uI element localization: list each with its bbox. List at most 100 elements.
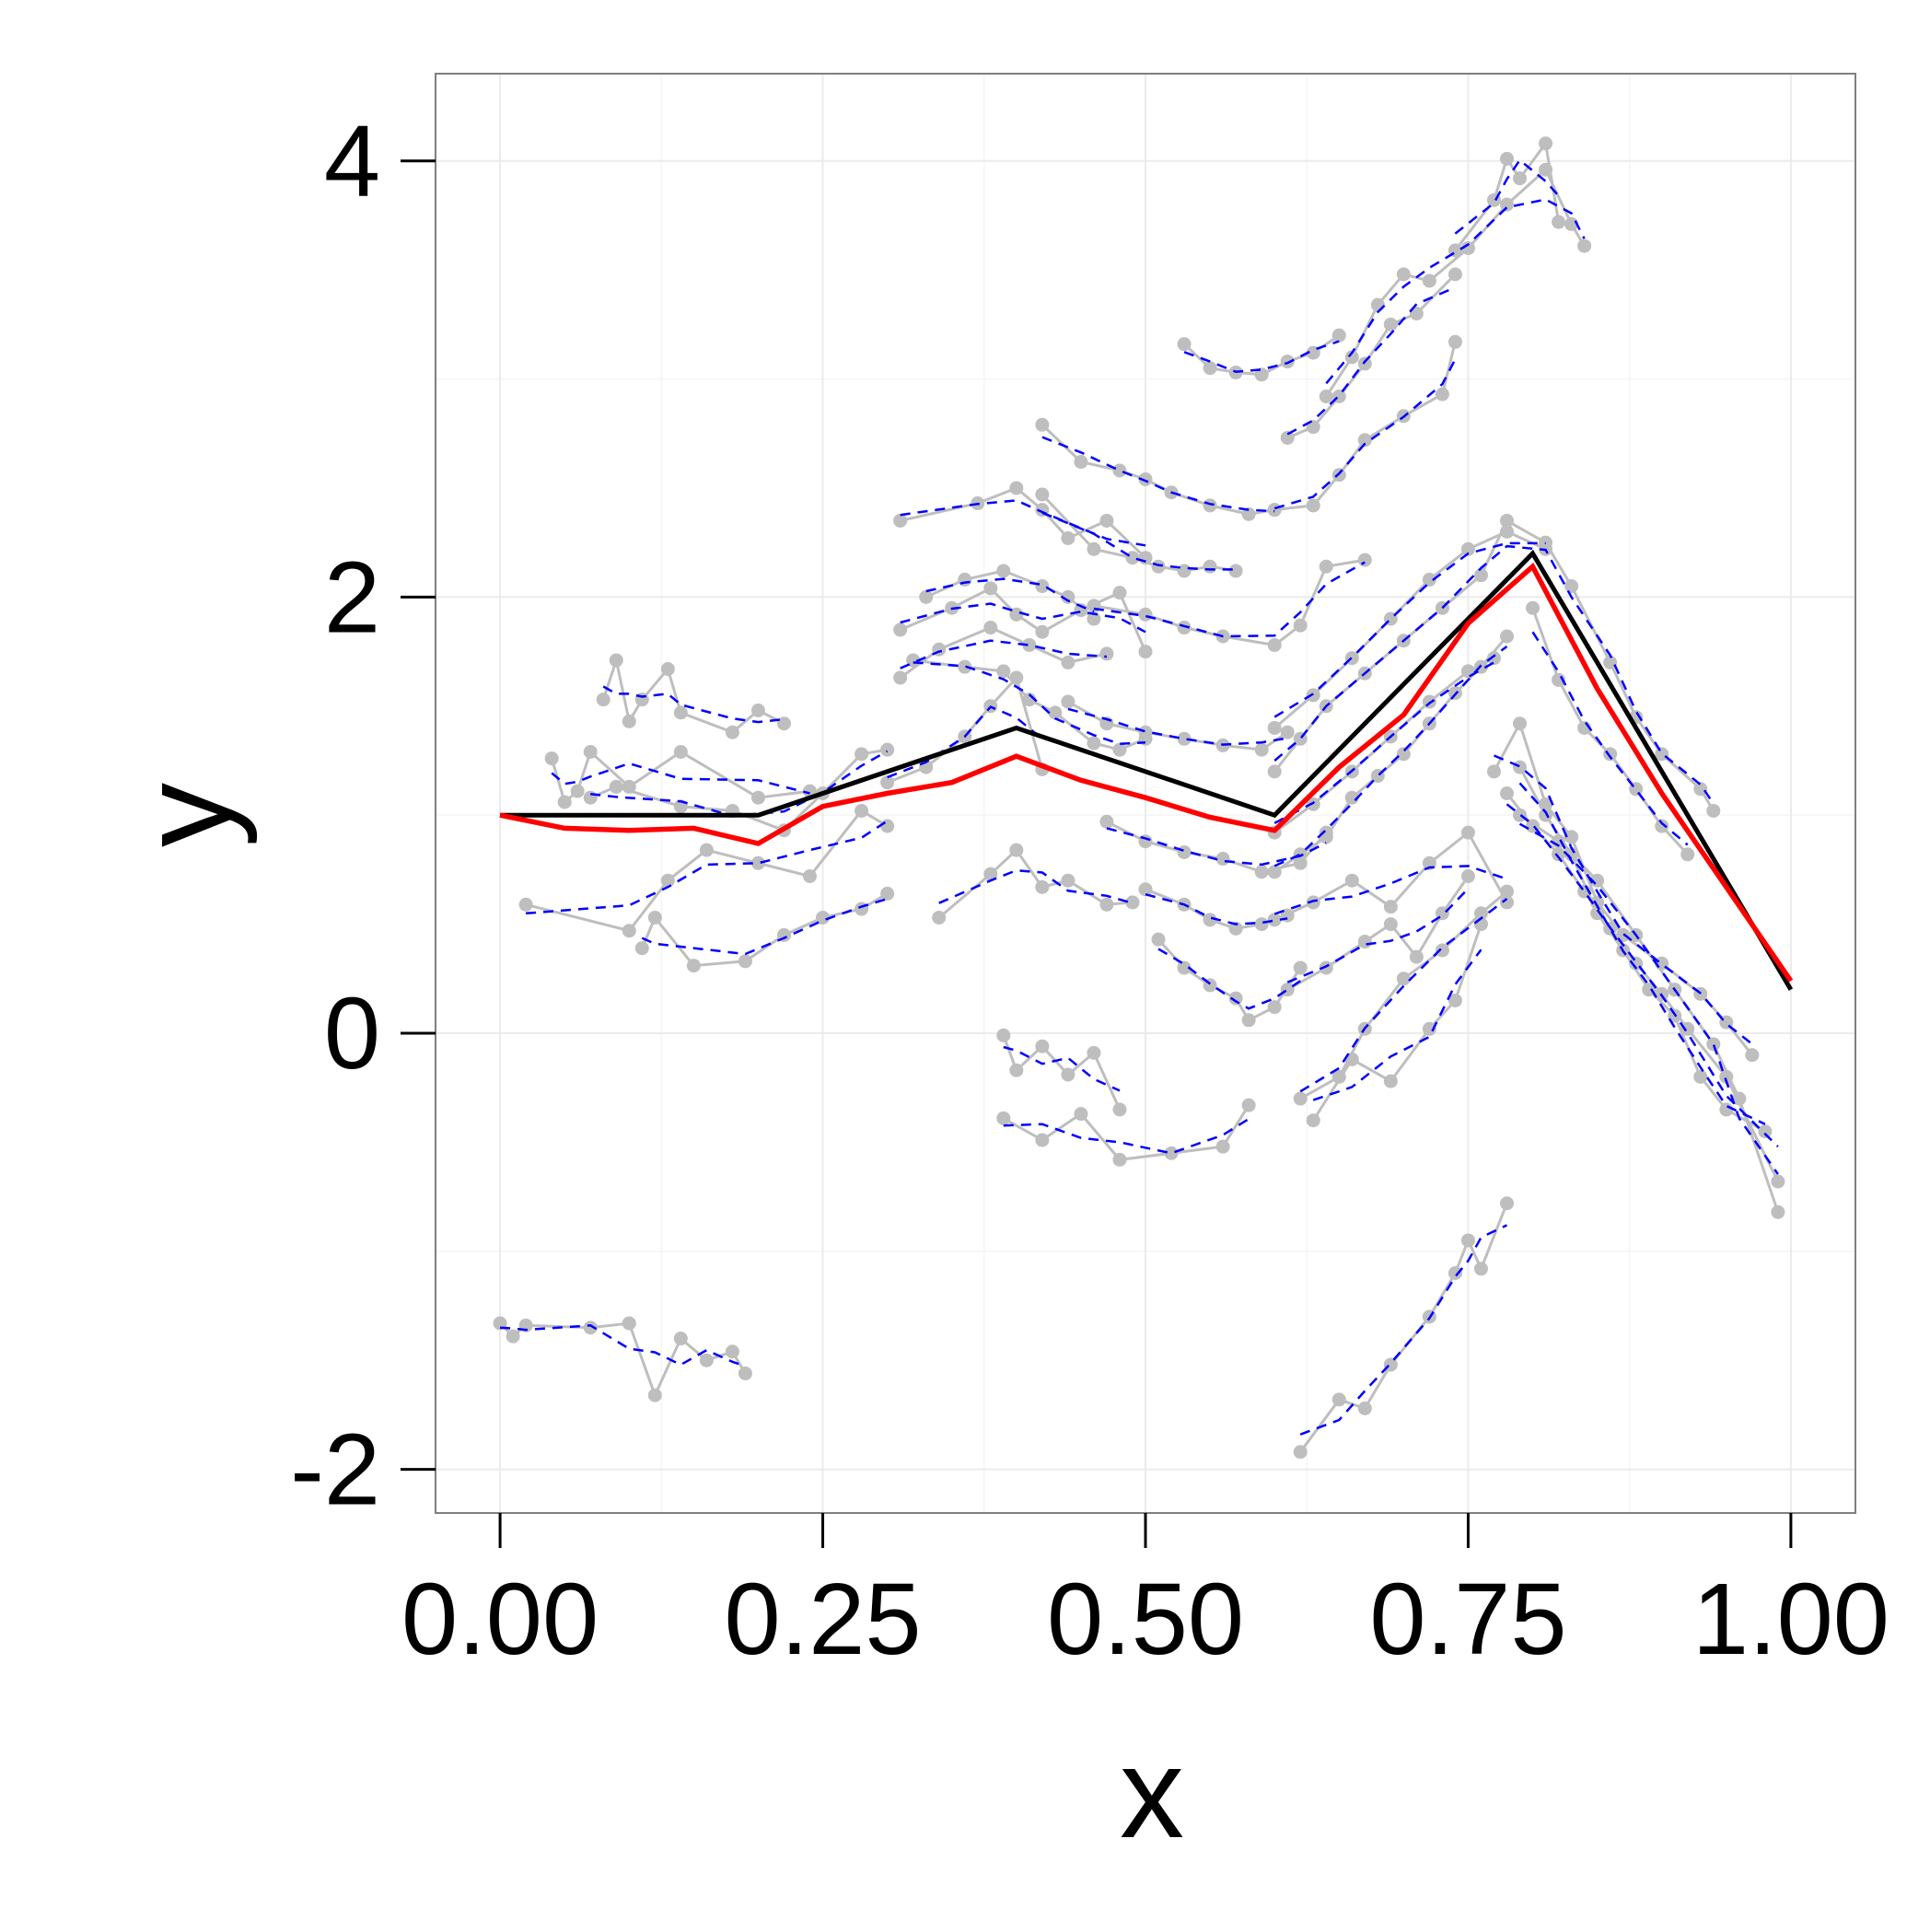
subject-point [1254, 917, 1269, 932]
subject-point [958, 659, 972, 674]
subject-point [1500, 895, 1515, 910]
subject-point [1267, 1000, 1282, 1015]
subject-point [609, 653, 623, 668]
subject-series [932, 843, 1140, 925]
subject-point [570, 784, 585, 798]
subject-point [725, 725, 739, 739]
subject-fit-line [1106, 827, 1327, 867]
subject-series [1267, 651, 1501, 840]
subject-point [1460, 868, 1475, 883]
subject-point [699, 1353, 714, 1368]
subject-point [1061, 589, 1075, 604]
subject-point [1771, 1205, 1785, 1219]
subject-point [983, 621, 998, 635]
subject-fit-line [1273, 865, 1507, 915]
subject-series [1035, 417, 1282, 521]
subject-fit-line [1145, 892, 1288, 925]
subject-point [1074, 1107, 1088, 1122]
subject-point [1035, 624, 1050, 639]
subject-point [1344, 1052, 1359, 1066]
subject-point [1177, 731, 1192, 746]
subject-point [660, 662, 675, 677]
subject-point [1680, 847, 1695, 862]
subject-point [725, 1344, 739, 1359]
x-axis-title: x [1120, 1720, 1184, 1865]
subject-point [1087, 1045, 1101, 1060]
subject-series [1513, 808, 1785, 1219]
subject-point [1500, 884, 1515, 899]
subject-point [1022, 637, 1037, 652]
subject-point [1344, 350, 1359, 365]
subject-point [1254, 865, 1269, 879]
subject-point [1164, 1146, 1179, 1160]
subject-fit-line [1157, 948, 1301, 1010]
subject-point [1306, 895, 1320, 910]
subject-series [518, 803, 895, 938]
subject-point [1035, 879, 1050, 894]
subject-point [1370, 297, 1385, 312]
subject-point [1306, 688, 1320, 703]
subject-series [1099, 814, 1333, 879]
subject-point [1460, 1233, 1475, 1248]
subject-point [1087, 736, 1101, 751]
subject-point [1267, 865, 1282, 879]
x-tick-label: 0.25 [724, 1563, 921, 1676]
subject-point [1448, 1266, 1462, 1280]
true-curve-line [500, 549, 1794, 991]
subject-point [1267, 913, 1282, 927]
subject-point [1241, 506, 1256, 521]
subject-point [1564, 579, 1579, 594]
subject-point [1293, 847, 1308, 862]
subject-point [1293, 1445, 1308, 1460]
subject-point [1409, 949, 1424, 964]
subject-point [1306, 797, 1320, 811]
subject-series [996, 1098, 1256, 1167]
y-axis: -2 0 2 4 [290, 105, 436, 1527]
subject-point [1112, 586, 1127, 600]
subject-point [983, 867, 998, 881]
subject-point [673, 1332, 688, 1346]
y-axis-title: y [113, 783, 258, 847]
subject-fit-line [1003, 1118, 1250, 1155]
subject-point [1383, 317, 1398, 332]
subject-point [1500, 197, 1515, 212]
subject-line [525, 809, 889, 933]
subject-point [1422, 572, 1436, 587]
y-tick-label: 4 [324, 105, 380, 218]
subject-series [1151, 932, 1308, 1028]
subject-point [1319, 830, 1333, 844]
subject-series [1293, 1196, 1515, 1460]
subject-point [750, 790, 765, 805]
x-tick-label: 0.50 [1047, 1563, 1244, 1676]
subject-point [1771, 1174, 1785, 1189]
subject-point [1500, 151, 1515, 166]
subject-point [1357, 356, 1372, 371]
subject-point [880, 775, 895, 790]
subject-point [893, 670, 908, 685]
subject-fit-line [938, 868, 1134, 904]
subject-point [1564, 216, 1579, 231]
subject-point [1396, 267, 1411, 282]
subject-line [1518, 813, 1780, 1213]
subject-point [1035, 579, 1050, 594]
subject-point [1500, 629, 1515, 644]
subject-point [1693, 782, 1708, 797]
subject-point [673, 745, 688, 760]
x-tick-label: 0.75 [1369, 1563, 1566, 1676]
subject-point [1590, 873, 1605, 888]
subject-point [1125, 551, 1140, 565]
subject-fit-line [1286, 888, 1470, 983]
subject-point [1267, 637, 1282, 652]
subject-point [958, 572, 972, 587]
subject-point [1577, 239, 1592, 253]
subject-point [1396, 747, 1411, 762]
subject-fit-line [1299, 898, 1508, 1093]
subject-fit-line [1312, 949, 1482, 1101]
subject-point [1422, 1021, 1436, 1036]
subject-point [1319, 389, 1333, 403]
subject-series [1280, 267, 1462, 445]
subject-point [1460, 240, 1475, 255]
subject-fit-line [1041, 436, 1275, 513]
subject-point [776, 716, 791, 731]
x-tick-label: 0.00 [401, 1563, 599, 1676]
